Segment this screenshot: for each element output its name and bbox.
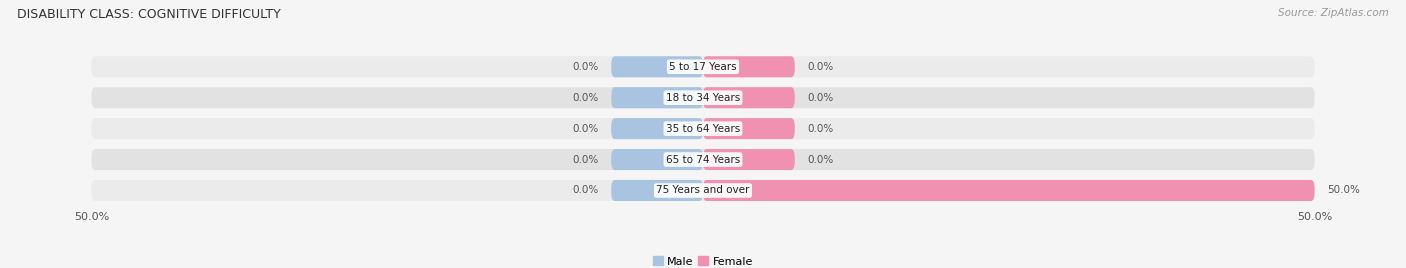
- Text: 75 Years and over: 75 Years and over: [657, 185, 749, 195]
- FancyBboxPatch shape: [91, 56, 1315, 77]
- Text: Source: ZipAtlas.com: Source: ZipAtlas.com: [1278, 8, 1389, 18]
- FancyBboxPatch shape: [612, 56, 703, 77]
- FancyBboxPatch shape: [91, 180, 1315, 201]
- FancyBboxPatch shape: [703, 118, 794, 139]
- FancyBboxPatch shape: [703, 149, 794, 170]
- Text: 0.0%: 0.0%: [572, 62, 599, 72]
- Text: 5 to 17 Years: 5 to 17 Years: [669, 62, 737, 72]
- Text: 0.0%: 0.0%: [572, 155, 599, 165]
- FancyBboxPatch shape: [703, 87, 794, 108]
- FancyBboxPatch shape: [612, 87, 703, 108]
- Text: 0.0%: 0.0%: [572, 185, 599, 195]
- Text: DISABILITY CLASS: COGNITIVE DIFFICULTY: DISABILITY CLASS: COGNITIVE DIFFICULTY: [17, 8, 281, 21]
- Text: 0.0%: 0.0%: [807, 93, 834, 103]
- FancyBboxPatch shape: [91, 87, 1315, 108]
- Text: 18 to 34 Years: 18 to 34 Years: [666, 93, 740, 103]
- FancyBboxPatch shape: [612, 149, 703, 170]
- Text: 0.0%: 0.0%: [572, 93, 599, 103]
- Text: 35 to 64 Years: 35 to 64 Years: [666, 124, 740, 134]
- Text: 65 to 74 Years: 65 to 74 Years: [666, 155, 740, 165]
- FancyBboxPatch shape: [91, 118, 1315, 139]
- Text: 50.0%: 50.0%: [1327, 185, 1360, 195]
- Text: 0.0%: 0.0%: [572, 124, 599, 134]
- FancyBboxPatch shape: [612, 118, 703, 139]
- Text: 0.0%: 0.0%: [807, 155, 834, 165]
- FancyBboxPatch shape: [703, 180, 1315, 201]
- Legend: Male, Female: Male, Female: [648, 252, 758, 268]
- FancyBboxPatch shape: [703, 56, 794, 77]
- FancyBboxPatch shape: [612, 180, 703, 201]
- FancyBboxPatch shape: [91, 149, 1315, 170]
- Text: 0.0%: 0.0%: [807, 124, 834, 134]
- Text: 0.0%: 0.0%: [807, 62, 834, 72]
